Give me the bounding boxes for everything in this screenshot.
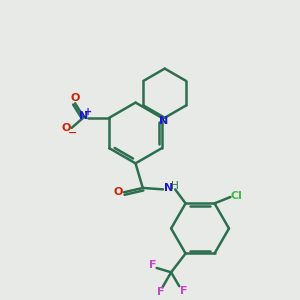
Text: N: N [79, 111, 88, 121]
Text: Cl: Cl [231, 190, 243, 201]
Text: O: O [113, 187, 123, 197]
Text: F: F [148, 260, 156, 270]
Text: N: N [164, 183, 173, 193]
Text: F: F [180, 286, 187, 296]
Text: O: O [70, 93, 80, 103]
Text: +: + [84, 107, 92, 117]
Text: O: O [62, 123, 71, 133]
Text: F: F [157, 287, 165, 297]
Text: −: − [68, 128, 77, 138]
Text: H: H [171, 181, 179, 191]
Text: N: N [159, 116, 168, 126]
